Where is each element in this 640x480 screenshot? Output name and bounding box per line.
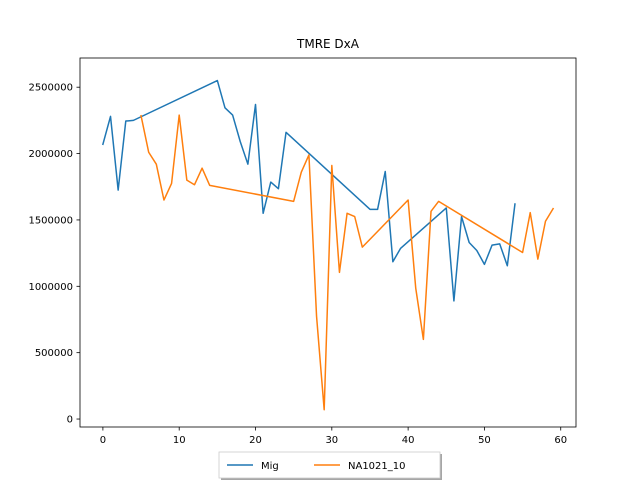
y-axis: 0 500000 1000000 1500000 2000000 2500000 [28,83,80,426]
legend-entry-mig: Mig [227,461,279,472]
legend-label: Mig [261,461,279,472]
x-tick-label: 60 [554,435,567,446]
plot-frame [79,57,577,428]
chart-title: TMRE DxA [296,37,360,51]
series-line-mig [101,79,516,302]
y-tick-label: 1500000 [28,215,73,226]
y-tick-label: 2500000 [28,83,73,94]
x-tick-label: 0 [100,435,106,446]
series-line-na1021-10 [140,114,555,411]
x-axis: 0 10 20 30 40 50 60 [100,427,567,446]
y-tick-label: 2000000 [28,149,73,160]
y-tick-label: 0 [67,415,73,426]
y-tick-label: 500000 [35,348,73,359]
legend: Mig NA1021_10 [218,451,442,480]
legend-label: NA1021_10 [348,461,406,472]
plot-area [79,57,577,428]
x-tick-label: 30 [325,435,338,446]
x-tick-label: 10 [173,435,186,446]
legend-entry-na1021-10: NA1021_10 [314,461,406,472]
series-layer [101,79,555,411]
y-tick-label: 1000000 [28,282,73,293]
x-tick-label: 20 [249,435,262,446]
x-tick-label: 40 [402,435,415,446]
x-tick-label: 50 [478,435,491,446]
